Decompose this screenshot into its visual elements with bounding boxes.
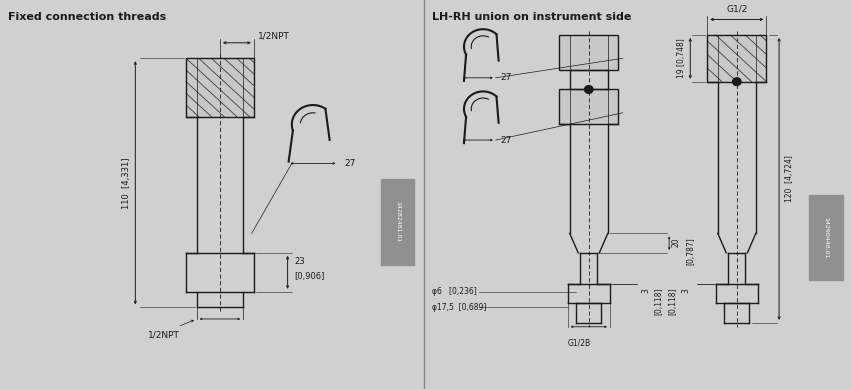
Bar: [559, 89, 619, 124]
Text: 27: 27: [500, 73, 511, 82]
Text: 3: 3: [642, 288, 651, 293]
Text: 1/2NPT: 1/2NPT: [148, 331, 180, 340]
Circle shape: [733, 78, 741, 86]
Text: 120  [4,724]: 120 [4,724]: [785, 156, 795, 202]
Bar: [380, 179, 414, 265]
Text: 1/2NPT: 1/2NPT: [258, 32, 290, 41]
Text: φ6   [0,236]: φ6 [0,236]: [432, 287, 477, 296]
Circle shape: [585, 86, 593, 93]
Bar: [186, 58, 254, 117]
Text: 110  [4,331]: 110 [4,331]: [122, 157, 131, 209]
Text: 3: 3: [682, 288, 690, 293]
Text: φ17,5  [0,689]: φ17,5 [0,689]: [432, 303, 487, 312]
Text: G1/2: G1/2: [726, 5, 747, 14]
Text: [0,787]: [0,787]: [686, 237, 695, 265]
Text: [0,906]: [0,906]: [294, 272, 324, 281]
Text: LH-RH union on instrument side: LH-RH union on instrument side: [432, 12, 631, 22]
Text: 20: 20: [671, 237, 680, 247]
Text: 14290448.01: 14290448.01: [823, 217, 828, 258]
Bar: [707, 35, 767, 82]
Text: 27: 27: [500, 135, 511, 145]
Text: 27: 27: [345, 159, 356, 168]
Text: 23: 23: [294, 257, 305, 266]
Text: G1/2B: G1/2B: [568, 338, 591, 347]
Text: Fixed connection threads: Fixed connection threads: [9, 12, 167, 22]
Text: [0,118]: [0,118]: [669, 288, 677, 315]
Text: [0,118]: [0,118]: [654, 288, 663, 315]
Text: 19 [0,748]: 19 [0,748]: [677, 39, 686, 78]
Bar: [559, 35, 619, 70]
Text: 14282481.01: 14282481.01: [395, 201, 400, 242]
Bar: [808, 194, 842, 280]
